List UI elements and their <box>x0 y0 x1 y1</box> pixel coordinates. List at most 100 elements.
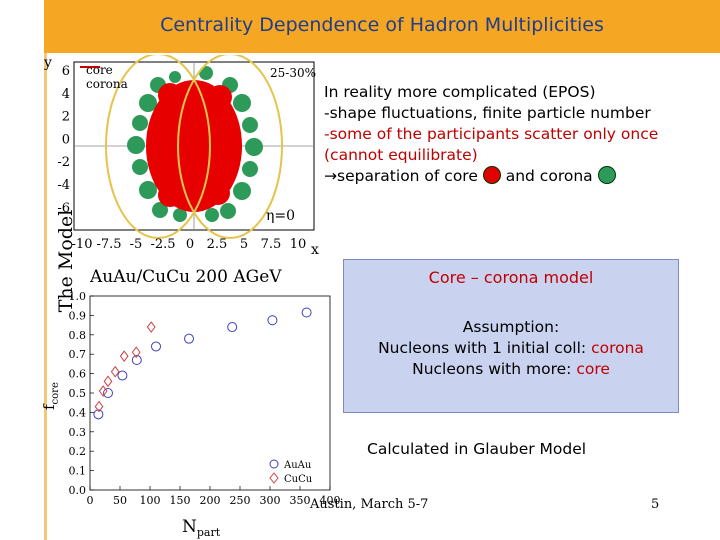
top-xtick-label: 0 <box>186 237 194 252</box>
cucu-point <box>131 346 141 359</box>
cucu-point <box>98 385 108 397</box>
box-line-2: Nucleons with 1 initial coll: corona <box>344 338 678 359</box>
core-blob <box>146 80 242 212</box>
box-line-2-red: corona <box>591 339 644 357</box>
top-xtick-label: -7.5 <box>96 237 121 252</box>
xtick-label: 50 <box>113 494 127 507</box>
top-xtick-label: 10 <box>290 237 307 252</box>
ytick-label: 0.7 <box>69 348 87 361</box>
text-line-3: -some of the participants scatter only o… <box>324 125 659 143</box>
box-heading: Core – corona model <box>428 268 594 287</box>
top-xtick-label: 7.5 <box>261 237 282 252</box>
auau-point <box>117 370 128 381</box>
xtick-label: 0 <box>87 494 94 507</box>
core-corona-model-box: Core – corona model Assumption: Nucleons… <box>343 259 679 413</box>
text-line-1: In reality more complicated (EPOS) <box>324 83 596 101</box>
core-corona-density-plot: core corona 25-30% η=0 y x 6 4 2 0 -2 -4 -6 -1… <box>43 55 319 258</box>
legend-cucu-marker <box>269 472 279 484</box>
centrality-label: 25-30% <box>270 66 316 80</box>
top-ytick-label: 6 <box>62 64 70 79</box>
ytick-label: 1.0 <box>69 290 87 303</box>
xtick-label: 150 <box>170 494 191 507</box>
text-line-2: -shape fluctuations, finite particle num… <box>324 104 651 122</box>
box-line-3-red: core <box>576 360 610 378</box>
auau-point <box>103 388 113 398</box>
text-line-5-mid: and corona <box>500 167 598 185</box>
cucu-point <box>146 321 156 333</box>
cucu-point <box>103 375 113 388</box>
box-line-1: Assumption: <box>462 318 560 336</box>
legend-label: CuCu <box>284 474 313 485</box>
left-accent-strip <box>44 53 47 540</box>
ytick-label: 0.0 <box>69 484 87 497</box>
legend-auau-marker <box>269 459 279 469</box>
nucleus-left-outline <box>105 55 211 239</box>
top-ytick-label: 4 <box>62 87 70 102</box>
xtick-label: 200 <box>200 494 221 507</box>
legend-label: AuAu <box>283 460 312 471</box>
ytick-label: 0.3 <box>69 426 87 439</box>
ytick-label: 0.5 <box>69 387 87 400</box>
chart-title: AuAu/CuCu 200 AGeV <box>89 267 282 287</box>
cucu-point <box>94 400 104 413</box>
auau-point <box>93 409 104 420</box>
box-line-3-prefix: Nucleons with more: <box>412 360 577 378</box>
box-line-3: Nucleons with more: core <box>344 359 678 380</box>
chart-xticks: 0 50 100 150 200 250 300 350 400 <box>87 486 341 507</box>
eta-label: η=0 <box>266 208 295 224</box>
footer-venue: Austin, March 5-7 <box>310 497 429 512</box>
footer-page-number: 5 <box>651 497 660 512</box>
auau-point <box>131 355 142 366</box>
top-ytick-label: 2 <box>62 110 70 125</box>
legend-corona-label: corona <box>86 77 128 91</box>
cucu-point <box>119 350 129 362</box>
top-plot-yticks: 6 4 2 0 -2 -4 -6 <box>57 64 70 216</box>
ytick-label: 0.6 <box>69 368 87 381</box>
top-ytick-label: 0 <box>62 132 70 147</box>
text-line-5: →separation of core and corona <box>324 166 658 187</box>
ytick-label: 0.8 <box>69 329 87 342</box>
chart-frame <box>89 295 331 491</box>
left-margin <box>0 0 44 53</box>
ytick-label: 0.9 <box>69 309 87 322</box>
box-line-2-prefix: Nucleons with 1 initial coll: <box>378 339 592 357</box>
chart-ylabel: fcore <box>40 382 61 410</box>
chart-marks <box>93 307 312 420</box>
explanation-text: In reality more complicated (EPOS) -shap… <box>324 82 658 187</box>
top-plot-xlabel: x <box>311 242 319 258</box>
slide-title: Centrality Dependence of Hadron Multipli… <box>160 14 604 36</box>
xtick-label: 300 <box>260 494 281 507</box>
ytick-label: 0.4 <box>69 406 87 419</box>
title-bar <box>44 0 720 53</box>
auau-point <box>227 322 238 333</box>
auau-point <box>184 333 194 344</box>
top-xtick-label: 2.5 <box>207 237 228 252</box>
glauber-note: Calculated in Glauber Model <box>367 440 587 458</box>
top-ytick-label: -6 <box>57 201 70 216</box>
top-xtick-label: -5 <box>130 237 143 252</box>
xtick-label: 250 <box>230 494 251 507</box>
top-xtick-label: -10 <box>72 237 93 252</box>
auau-point <box>267 315 278 326</box>
chart-legend: AuAu CuCu <box>269 459 313 485</box>
cucu-point <box>110 365 120 378</box>
top-xtick-label: -2.5 <box>150 237 175 252</box>
ytick-label: 0.1 <box>69 465 87 478</box>
xtick-label: 350 <box>290 494 311 507</box>
core-dot-icon <box>482 166 501 184</box>
text-line-4: (cannot equilibrate) <box>324 146 478 164</box>
legend-core-label: core <box>86 63 113 77</box>
top-plot-xticks: -10 -7.5 -5 -2.5 0 2.5 5 7.5 10 <box>72 237 307 252</box>
xtick-label: 100 <box>140 494 161 507</box>
text-line-5-prefix: →separation of core <box>324 167 483 185</box>
top-plot-ylabel: y <box>43 55 52 71</box>
xtick-label: 400 <box>320 494 341 507</box>
auau-point <box>151 341 161 352</box>
fcore-chart: AuAu/CuCu 200 AGeV 0.0 0.1 0.2 0.3 0.4 0.5 0.6… <box>40 267 341 539</box>
top-ytick-label: -2 <box>57 155 70 170</box>
chart-yticks: 0.0 0.1 0.2 0.3 0.4 0.5 0.6 0.7 0.8 0.9 1.0 <box>69 290 94 497</box>
auau-point <box>301 307 312 318</box>
chart-xlabel: Npart <box>182 517 221 539</box>
top-xtick-label: 5 <box>240 237 248 252</box>
ytick-label: 0.2 <box>69 445 87 458</box>
